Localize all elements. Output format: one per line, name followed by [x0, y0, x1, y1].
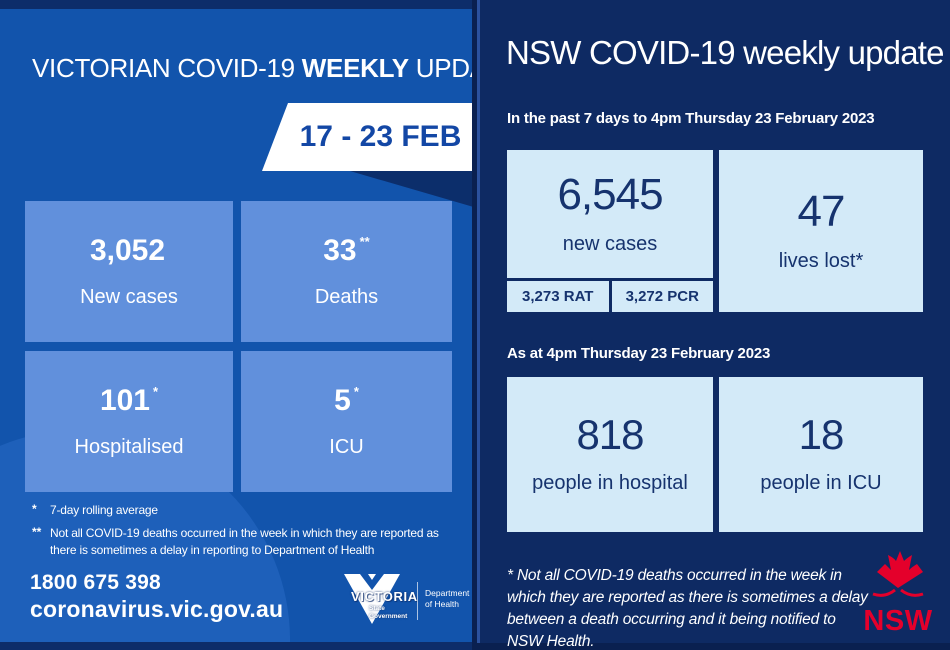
footnote-text: Not all COVID-19 deaths occurred in the … [50, 525, 439, 557]
victoria-logo-subtext: State Government [369, 605, 407, 622]
vic-stat-card-icu: 5 * ICU [241, 351, 452, 492]
vic-title-weekly: WEEKLY [301, 53, 409, 83]
vic-top-strip [0, 0, 477, 9]
vic-stat-card-deaths: 33 ** Deaths [241, 201, 452, 342]
vic-weekly-update-panel: VICTORIAN COVID-19 WEEKLY UPDATE 17 - 23… [0, 0, 477, 650]
nsw-stat-label: lives lost* [778, 249, 864, 272]
nsw-section-heading-past-7-days: In the past 7 days to 4pm Thursday 23 Fe… [507, 110, 875, 127]
vic-footnote-deaths-delay: ** Not all COVID-19 deaths occurred in t… [32, 525, 462, 559]
vic-footnotes: * 7-day rolling average ** Not all COVID… [32, 502, 462, 564]
nsw-stat-value: 18 [798, 411, 845, 458]
victoria-logo-subtext-line2: Government [369, 613, 408, 621]
logo-divider-line [417, 582, 418, 620]
nsw-stat-label: people in ICU [760, 472, 882, 494]
vic-title-prefix: VICTORIAN COVID-19 [32, 53, 295, 83]
vic-stat-label: Hospitalised [74, 436, 184, 458]
department-of-health-label: Department of Health [425, 588, 469, 611]
nsw-stat-value: 818 [576, 411, 644, 458]
nsw-stat-card-icu: 18 people in ICU [719, 377, 923, 532]
nsw-waratah-icon [872, 551, 924, 597]
nsw-stat-label: people in hospital [532, 472, 688, 494]
footnote-marker: * [32, 502, 37, 516]
nsw-stat-card-lives-lost: 47 lives lost* [719, 150, 923, 312]
footnote-marker: ** [32, 524, 42, 539]
footnote-marker: ** [359, 234, 370, 249]
victoria-state-government-logo: VICTORIA State Government Department of … [343, 574, 469, 630]
nsw-stat-value: 47 [797, 186, 846, 236]
nsw-stat-card-new-cases: 6,545 new cases [507, 150, 713, 278]
nsw-bottom-strip [477, 643, 950, 650]
vic-stat-label: ICU [329, 436, 364, 458]
vic-title-update: UPDATE [415, 53, 477, 83]
vic-stat-card-hospitalised: 101 * Hospitalised [25, 351, 233, 492]
nsw-deaths-footnote: * Not all COVID-19 deaths occurred in th… [507, 567, 868, 650]
vic-website-url: coronavirus.vic.gov.au [30, 596, 284, 622]
vic-bottom-strip [0, 642, 477, 650]
nsw-test-type-breakdown: 3,273 RAT 3,272 PCR [507, 281, 713, 312]
nsw-rat-count: 3,273 RAT [507, 281, 609, 312]
vic-stat-card-new-cases: 3,052 New cases [25, 201, 233, 342]
victoria-logo-subtext-line1: State [369, 605, 385, 612]
vic-stat-value: 3,052 [89, 234, 166, 267]
vic-stat-value: 5 * [334, 384, 359, 417]
nsw-logo-wordmark: NSW [863, 605, 933, 637]
nsw-government-logo: NSW [862, 550, 934, 637]
vic-footnote-rolling-average: * 7-day rolling average [32, 502, 462, 519]
vic-date-range: 17 - 23 FEB [299, 120, 462, 153]
vic-page-title: VICTORIAN COVID-19 WEEKLY UPDATE [32, 53, 477, 84]
nsw-stat-label: new cases [562, 232, 658, 255]
nsw-section-heading-as-at: As at 4pm Thursday 23 February 2023 [507, 345, 771, 362]
vic-stat-label: Deaths [314, 286, 379, 308]
victoria-triangle-icon [344, 574, 400, 624]
footnote-text: 7-day rolling average [50, 503, 158, 517]
nsw-pcr-count: 3,272 PCR [611, 281, 713, 312]
vic-stat-value: 101 * [99, 384, 159, 417]
vic-stat-label: New cases [80, 286, 178, 308]
footnote-marker: * [153, 384, 159, 399]
panel-divider [472, 0, 477, 650]
nsw-weekly-update-panel: NSW COVID-19 weekly update In the past 7… [477, 0, 950, 650]
victoria-logo-wordmark: VICTORIA [351, 589, 418, 604]
footnote-marker: * [353, 384, 359, 399]
nsw-stat-value: 6,545 [557, 169, 663, 219]
department-label-line2: of Health [425, 599, 460, 610]
nsw-page-title: NSW COVID-19 weekly update [506, 34, 945, 71]
vic-stat-value: 33 ** [323, 234, 370, 267]
department-label-line1: Department [425, 588, 470, 598]
nsw-stat-card-hospital: 818 people in hospital [507, 377, 713, 532]
nsw-left-edge-line [477, 0, 480, 650]
vic-date-banner: 17 - 23 FEB [262, 103, 477, 171]
vic-hotline-number: 1800 675 398 [30, 571, 161, 594]
